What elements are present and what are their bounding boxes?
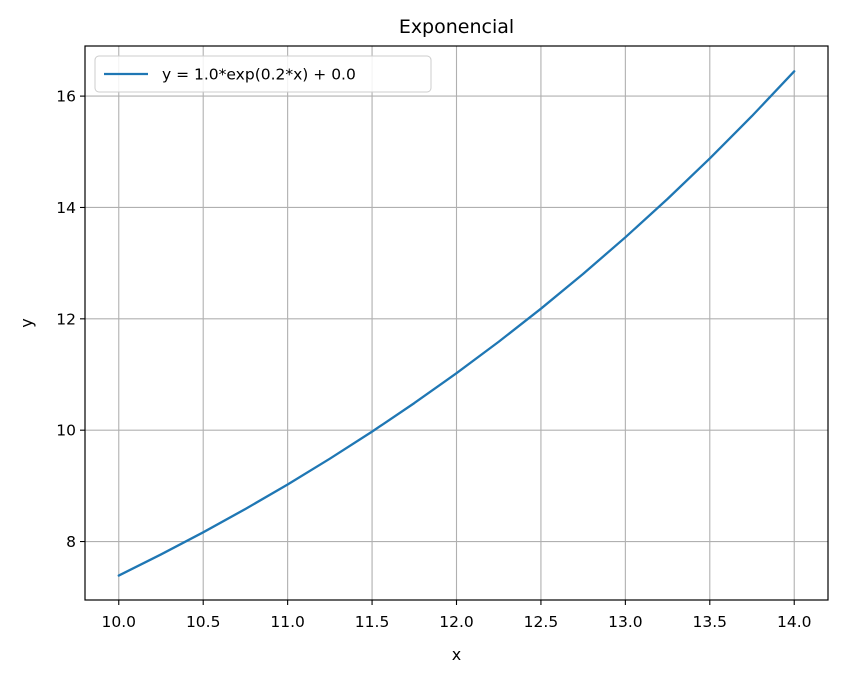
- legend-box: [94, 55, 432, 93]
- y-tick-label: 8: [66, 533, 76, 551]
- x-tick-label: 10.0: [102, 613, 137, 631]
- grid: [85, 46, 828, 600]
- x-tick-label: 13.5: [693, 613, 728, 631]
- y-axis-label: y: [17, 318, 36, 327]
- x-tick-label: 11.5: [355, 613, 390, 631]
- y-tick-label: 12: [56, 310, 76, 328]
- ticks: 10.0 10.5 11.0 11.5 12.0 12.5 13.0 13.5 14.0 8 10 1…: [56, 88, 811, 631]
- series-line-0: [117, 70, 796, 577]
- legend: y = 1.0*exp(0.2*x) + 0.0: [94, 55, 432, 93]
- x-tick-label: 12.5: [524, 613, 559, 631]
- y-tick-label: 14: [56, 199, 76, 217]
- chart-title: Exponencial: [399, 16, 514, 38]
- x-tick-label: 13.0: [608, 613, 643, 631]
- series-layer: [117, 70, 796, 577]
- x-tick-label: 12.0: [439, 613, 474, 631]
- x-tick-label: 14.0: [777, 613, 812, 631]
- x-tick-label: 10.5: [186, 613, 221, 631]
- x-tick-label: 11.0: [270, 613, 305, 631]
- x-axis-label: x: [452, 645, 461, 664]
- y-tick-label: 16: [56, 88, 76, 106]
- y-tick-label: 10: [56, 422, 76, 440]
- legend-label: y = 1.0*exp(0.2*x) + 0.0: [162, 66, 356, 84]
